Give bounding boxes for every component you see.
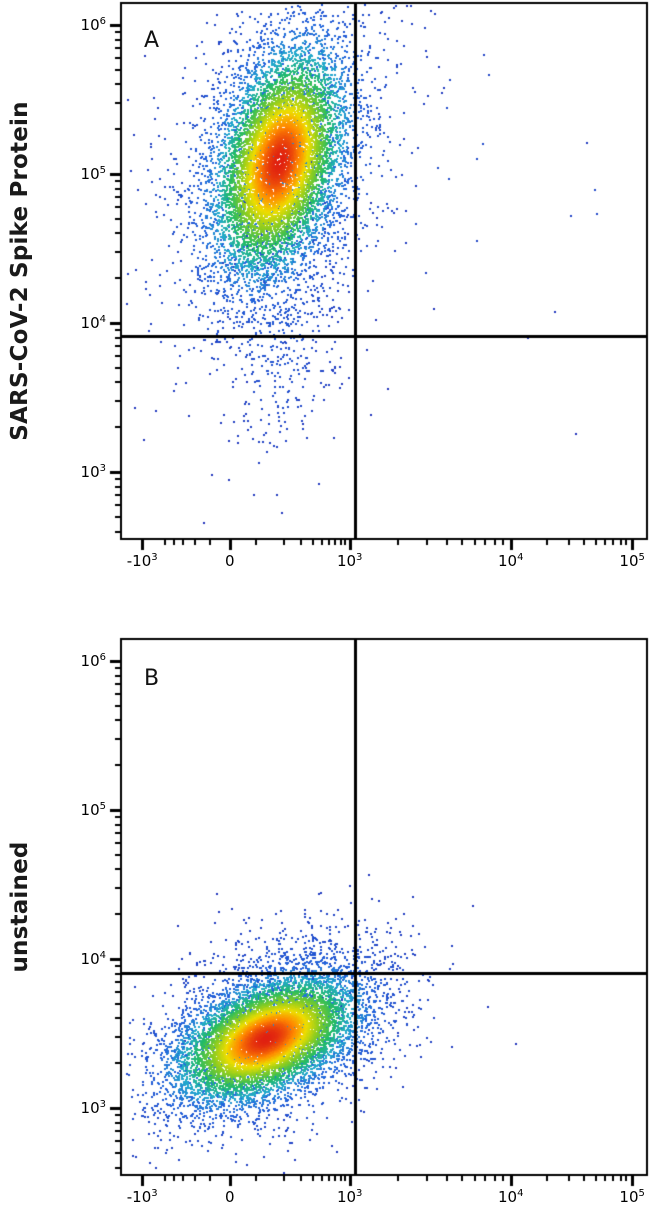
y-axis-title-b: unstained bbox=[7, 841, 33, 973]
panel-letter-a: A bbox=[144, 28, 160, 53]
panel-a-stained: -103 0 103 104 105 103 104 105 106 SARS-CoV-2 Sp… bbox=[0, 0, 650, 614]
density-plot-b bbox=[0, 614, 650, 1228]
panel-b-unstained: -103 0 103 104 105 103 104 105 106 unstained B bbox=[0, 614, 650, 1228]
y-axis-title-a: SARS-CoV-2 Spike Protein bbox=[7, 101, 33, 441]
density-plot-a bbox=[0, 0, 650, 614]
panel-letter-b: B bbox=[144, 666, 160, 691]
